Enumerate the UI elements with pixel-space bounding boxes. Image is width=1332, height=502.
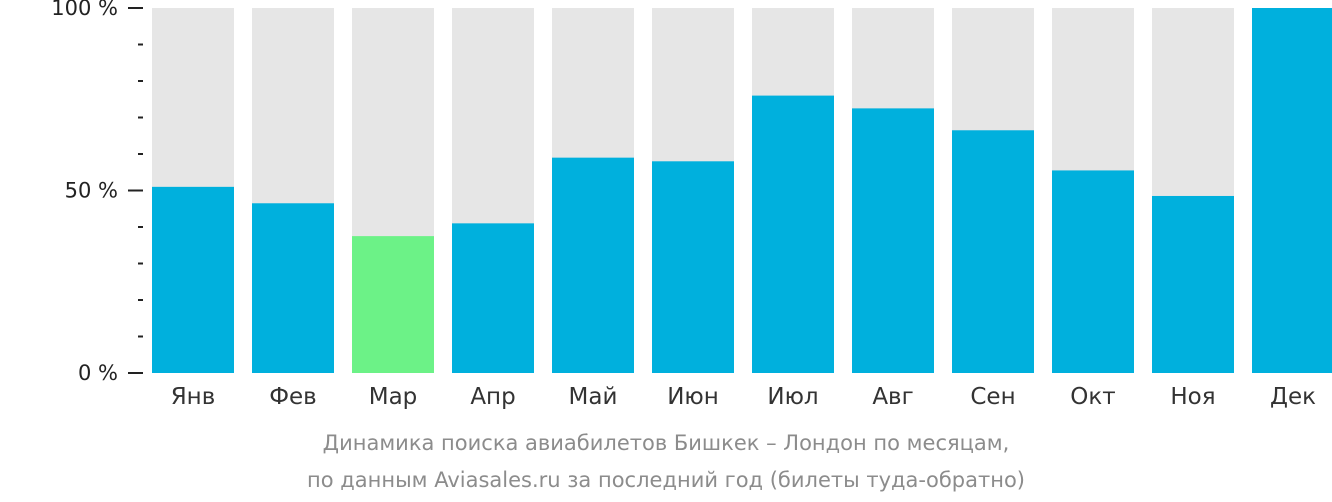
chart-caption-line-1: Динамика поиска авиабилетов Бишкек – Лон… xyxy=(322,431,1010,455)
x-tick-label-7: Июл xyxy=(767,384,818,410)
x-tick-label-10: Окт xyxy=(1070,384,1115,410)
bar-12 xyxy=(1252,8,1332,373)
x-tick-label-2: Фев xyxy=(269,384,317,410)
x-tick-label-3: Мар xyxy=(369,384,418,410)
bar-5 xyxy=(552,157,634,373)
bar-3 xyxy=(352,236,434,373)
bar-11 xyxy=(1152,195,1234,373)
chart-caption-line-2: по данным Aviasales.ru за последний год … xyxy=(307,468,1025,492)
bar-2 xyxy=(252,203,334,373)
x-tick-label-8: Авг xyxy=(872,384,913,410)
bar-9 xyxy=(952,130,1034,373)
bar-7 xyxy=(752,95,834,373)
x-tick-label-4: Апр xyxy=(470,384,515,410)
bar-4 xyxy=(452,223,534,373)
bar-1 xyxy=(152,186,234,373)
y-tick-label-2: 50 % xyxy=(65,179,118,203)
y-tick-label-1: 100 % xyxy=(51,0,118,20)
bar-6 xyxy=(652,161,734,373)
x-tick-label-12: Дек xyxy=(1270,384,1316,410)
x-tick-label-5: Май xyxy=(569,384,618,410)
x-tick-label-1: Янв xyxy=(171,384,216,410)
x-tick-label-11: Ноя xyxy=(1170,384,1215,410)
x-tick-label-6: Июн xyxy=(667,384,719,410)
y-tick-label-3: 0 % xyxy=(78,361,118,385)
x-tick-label-9: Сен xyxy=(970,384,1015,410)
bar-chart: Янв Фев Мар Апр Май Июн Июл Авг Сен Окт Ноя Дек 100 … xyxy=(51,0,1332,410)
bar-8 xyxy=(852,108,934,373)
bar-10 xyxy=(1052,170,1134,373)
